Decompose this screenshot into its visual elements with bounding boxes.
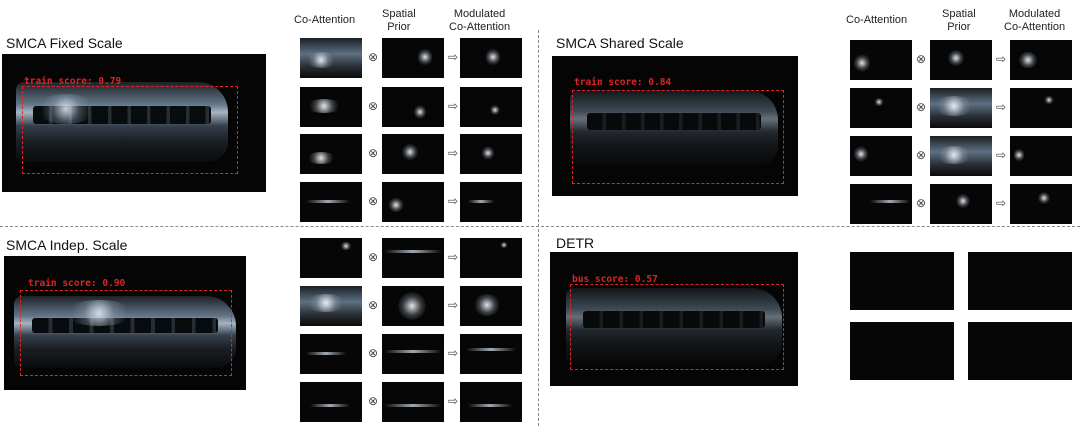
multiply-icon: ⊗ [367, 99, 379, 113]
arrow-icon: ⇨ [447, 99, 459, 113]
header-spatial-line2: Prior [947, 21, 971, 33]
spatial-prior-thumb [382, 334, 444, 374]
spatial-prior-thumb [382, 238, 444, 278]
modulated-thumb [1010, 40, 1072, 80]
arrow-icon: ⇨ [447, 194, 459, 208]
modulated-thumb [460, 87, 522, 127]
modulated-thumb [460, 182, 522, 222]
co-attention-thumb [850, 184, 912, 224]
bounding-box [570, 284, 784, 370]
vertical-divider [538, 30, 539, 426]
multiply-icon: ⊗ [367, 298, 379, 312]
score-label: train score: 0.90 [28, 278, 126, 289]
co-attention-thumb [300, 238, 362, 278]
score-label: train score: 0.79 [24, 76, 122, 87]
multiply-icon: ⊗ [367, 346, 379, 360]
spatial-prior-thumb [930, 136, 992, 176]
modulated-thumb [460, 286, 522, 326]
header-spatial-prior-tl: Spatial Prior [382, 8, 416, 34]
spatial-prior-thumb [930, 184, 992, 224]
spatial-prior-thumb [382, 182, 444, 222]
score-label: train score: 0.84 [574, 77, 672, 88]
multiply-icon: ⊗ [915, 196, 927, 210]
multiply-icon: ⊗ [367, 250, 379, 264]
arrow-icon: ⇨ [995, 196, 1007, 210]
header-spatial-prior-tr: Spatial Prior [942, 8, 976, 34]
detr-attention-thumb [850, 252, 954, 310]
panel-title-shared: SMCA Shared Scale [556, 35, 684, 51]
modulated-thumb [1010, 184, 1072, 224]
detection-image-shared: train score: 0.84 [552, 56, 798, 196]
multiply-icon: ⊗ [367, 50, 379, 64]
header-co-attention-tr: Co-Attention [846, 14, 908, 26]
panel-title-fixed: SMCA Fixed Scale [6, 35, 123, 51]
score-label: bus score: 0.57 [572, 274, 658, 285]
co-attention-thumb [300, 38, 362, 78]
header-modulated-line1: Modulated [453, 8, 506, 20]
detr-attention-thumb [968, 252, 1072, 310]
header-modulated-line1: Modulated [1008, 8, 1061, 20]
detr-attention-thumb [850, 322, 954, 380]
arrow-icon: ⇨ [447, 298, 459, 312]
multiply-icon: ⊗ [367, 194, 379, 208]
bounding-box [572, 90, 784, 184]
arrow-icon: ⇨ [447, 394, 459, 408]
modulated-thumb [460, 334, 522, 374]
modulated-thumb [1010, 88, 1072, 128]
co-attention-thumb [300, 334, 362, 374]
spatial-prior-thumb [382, 382, 444, 422]
header-modulated-line2: Co-Attention [449, 21, 511, 33]
bounding-box [20, 290, 232, 376]
multiply-icon: ⊗ [915, 100, 927, 114]
header-co-attention-tl: Co-Attention [294, 14, 356, 26]
spatial-prior-thumb [382, 87, 444, 127]
multiply-icon: ⊗ [915, 148, 927, 162]
header-modulated-line2: Co-Attention [1004, 21, 1066, 33]
header-spatial-line2: Prior [387, 21, 411, 33]
panel-title-indep: SMCA Indep. Scale [6, 237, 128, 253]
multiply-icon: ⊗ [915, 52, 927, 66]
co-attention-thumb [850, 136, 912, 176]
spatial-prior-thumb [382, 286, 444, 326]
arrow-icon: ⇨ [995, 100, 1007, 114]
detection-image-fixed: train score: 0.79 [2, 54, 266, 192]
co-attention-thumb [300, 182, 362, 222]
co-attention-thumb [300, 134, 362, 174]
co-attention-thumb [300, 382, 362, 422]
multiply-icon: ⊗ [367, 394, 379, 408]
modulated-thumb [460, 382, 522, 422]
spatial-prior-thumb [382, 38, 444, 78]
multiply-icon: ⊗ [367, 146, 379, 160]
co-attention-thumb [300, 286, 362, 326]
bounding-box [22, 86, 238, 174]
modulated-thumb [1010, 136, 1072, 176]
modulated-thumb [460, 38, 522, 78]
co-attention-thumb [850, 88, 912, 128]
header-spatial-line1: Spatial [382, 8, 416, 20]
spatial-prior-thumb [382, 134, 444, 174]
arrow-icon: ⇨ [447, 346, 459, 360]
detection-image-detr: bus score: 0.57 [550, 252, 798, 386]
co-attention-thumb [850, 40, 912, 80]
header-spatial-line1: Spatial [942, 8, 976, 20]
arrow-icon: ⇨ [447, 250, 459, 264]
arrow-icon: ⇨ [995, 52, 1007, 66]
co-attention-thumb [300, 87, 362, 127]
spatial-prior-thumb [930, 88, 992, 128]
detr-attention-thumb [968, 322, 1072, 380]
detection-image-indep: train score: 0.90 [4, 256, 246, 390]
header-modulated-tr: Modulated Co-Attention [1004, 8, 1065, 34]
modulated-thumb [460, 134, 522, 174]
arrow-icon: ⇨ [447, 50, 459, 64]
modulated-thumb [460, 238, 522, 278]
arrow-icon: ⇨ [447, 146, 459, 160]
header-modulated-tl: Modulated Co-Attention [449, 8, 510, 34]
horizontal-divider [0, 226, 1080, 227]
panel-title-detr: DETR [556, 235, 595, 251]
arrow-icon: ⇨ [995, 148, 1007, 162]
spatial-prior-thumb [930, 40, 992, 80]
